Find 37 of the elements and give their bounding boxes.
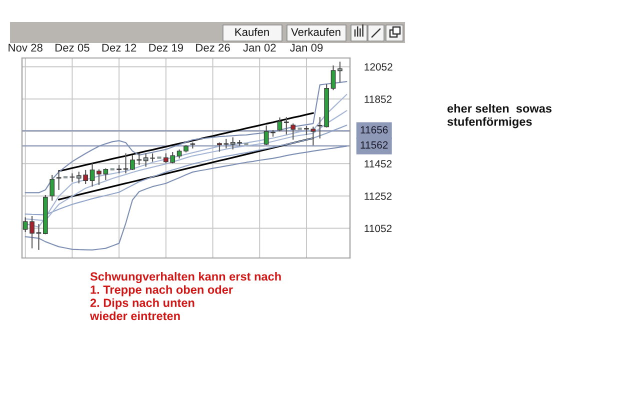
candlestick xyxy=(36,224,42,250)
x-tick-label: Jan 02 xyxy=(243,44,276,52)
candlestick xyxy=(264,124,269,146)
candlestick xyxy=(284,116,289,135)
x-tick-label: Nov 28 xyxy=(8,44,42,52)
candlestick xyxy=(290,122,296,140)
candlestick xyxy=(96,168,102,186)
text: eher selten sowas stufenförmiges xyxy=(447,104,552,128)
x-tick-label: Dez 19 xyxy=(149,44,183,52)
candlestick xyxy=(56,171,62,191)
line-series xyxy=(24,124,348,216)
ref-line-label: 11562 xyxy=(360,141,388,149)
x-tick-label: Jan 09 xyxy=(290,44,323,52)
x-tick-label: Dez 05 xyxy=(56,44,90,52)
candlestick xyxy=(310,126,316,146)
line-series xyxy=(58,112,314,172)
candlestick xyxy=(103,168,108,181)
candlestick xyxy=(277,116,282,132)
candlestick xyxy=(176,148,182,160)
text: Verkaufen xyxy=(291,28,340,36)
y-tick-label: 11252 xyxy=(364,192,392,200)
x-tick-label: Dez 12 xyxy=(102,44,136,52)
y-tick-label: 11052 xyxy=(364,224,392,232)
text: Kaufen xyxy=(235,28,269,36)
text: Schwungverhalten kann erst nach 1. Treppe nach oben oder 2. Dips nach unten wieder eintreten xyxy=(90,272,281,320)
y-tick-label: 12052 xyxy=(364,63,392,71)
ref-line-label: 11656 xyxy=(360,126,388,134)
line-series xyxy=(58,137,314,200)
candlestick xyxy=(330,64,336,91)
candlestick xyxy=(90,162,95,188)
line-series xyxy=(24,146,348,250)
candlestick xyxy=(70,172,75,182)
candlestick xyxy=(50,174,55,202)
candlestick xyxy=(338,61,342,83)
x-tick-label: Dez 26 xyxy=(196,44,230,52)
y-tick-label: 11452 xyxy=(364,160,392,168)
y-tick-label: 11852 xyxy=(364,96,392,103)
